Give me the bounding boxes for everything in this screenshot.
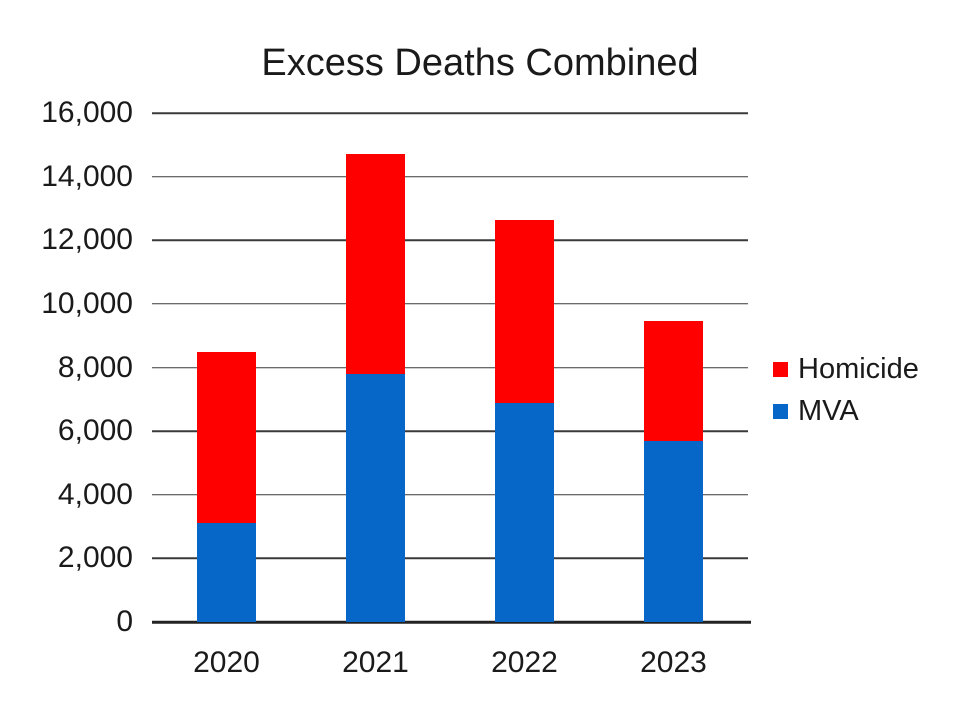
x-tick-label: 2020 <box>193 646 260 679</box>
bar-segment-homicide <box>495 219 554 403</box>
legend-label: MVA <box>798 394 859 427</box>
bar-segment-mva <box>644 440 703 622</box>
gridline <box>152 175 748 178</box>
legend-swatch-icon <box>773 361 788 377</box>
bar-segment-homicide <box>346 154 405 374</box>
bar-segment-homicide <box>197 351 256 524</box>
gridline <box>152 494 748 496</box>
legend-item: MVA <box>773 390 919 432</box>
gridline <box>152 430 748 432</box>
gridline <box>152 557 748 560</box>
gridline <box>152 112 748 114</box>
bar-2022 <box>495 113 554 622</box>
bar-segment-mva <box>346 373 405 622</box>
legend-swatch-icon <box>773 403 788 419</box>
x-tick-label: 2023 <box>640 646 707 679</box>
bar-2020 <box>197 113 256 622</box>
bar-2021 <box>346 113 405 622</box>
y-tick-label: 8,000 <box>57 350 133 384</box>
x-axis-line <box>152 620 751 624</box>
plot-area <box>152 112 751 624</box>
legend: Homicide MVA <box>773 348 919 432</box>
x-tick-label: 2022 <box>491 646 558 679</box>
y-tick-label: 12,000 <box>41 223 133 257</box>
x-tick-label: 2021 <box>342 646 409 679</box>
y-tick-label: 10,000 <box>41 286 133 320</box>
legend-item: Homicide <box>773 348 919 390</box>
bar-segment-mva <box>197 523 256 622</box>
y-tick-label: 2,000 <box>57 541 133 575</box>
legend-label: Homicide <box>798 352 919 385</box>
bar-segment-mva <box>495 402 554 622</box>
y-tick-label: 6,000 <box>57 414 133 448</box>
y-tick-label: 4,000 <box>57 477 133 511</box>
gridline <box>152 366 748 369</box>
gridline <box>152 303 748 305</box>
y-tick-label: 0 <box>116 605 133 638</box>
bar-2023 <box>644 113 703 622</box>
chart-title: Excess Deaths Combined <box>261 42 699 84</box>
bar-segment-homicide <box>644 321 703 441</box>
gridline <box>152 239 748 241</box>
y-tick-label: 14,000 <box>41 159 133 193</box>
y-tick-label: 16,000 <box>41 96 133 129</box>
